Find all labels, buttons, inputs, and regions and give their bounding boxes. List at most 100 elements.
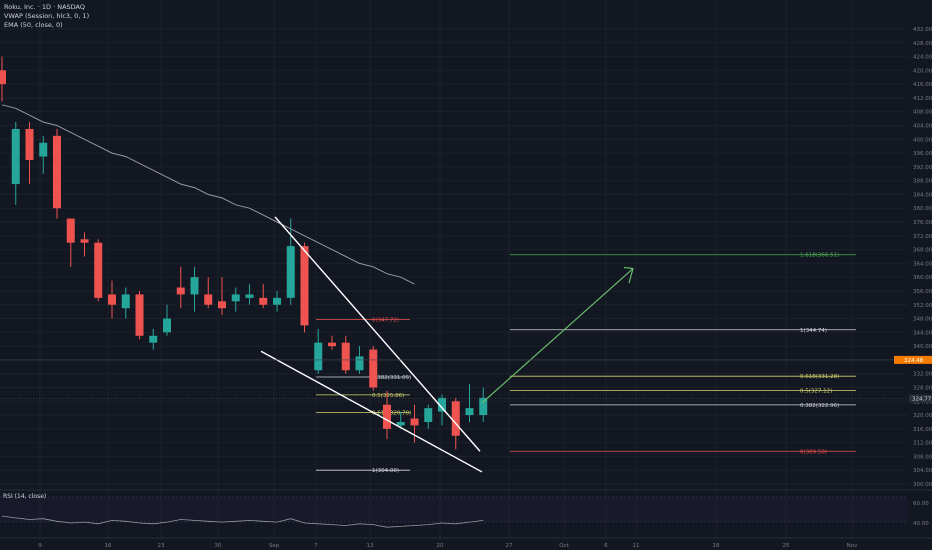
candle	[479, 387, 488, 422]
fib-left-label: 1(304.00)	[372, 468, 399, 474]
candle-body	[135, 294, 144, 336]
ema-line	[1, 104, 415, 285]
price-axis[interactable]: 432.00 428.00 424.00 420.00 416.00 412.00 408.…	[894, 0, 932, 538]
candle	[190, 266, 199, 312]
price-axis-bg	[908, 0, 932, 538]
candle	[259, 284, 268, 309]
candle-body	[245, 294, 254, 298]
candle	[218, 277, 226, 316]
price-tick-label: 360.00	[913, 275, 932, 281]
candle-body	[438, 397, 446, 412]
candles[interactable]	[0, 56, 488, 450]
orange-price-label: 324.48	[904, 358, 924, 364]
candle	[176, 266, 185, 309]
candle-body	[149, 335, 158, 343]
time-tick-label: 11	[633, 543, 640, 549]
time-tick-label: 6	[604, 543, 608, 549]
candle-body	[163, 318, 171, 333]
candle	[396, 411, 405, 429]
candle-body	[479, 397, 488, 416]
candle	[11, 122, 20, 205]
candle-body	[341, 342, 350, 371]
price-tick-label: 348.00	[913, 317, 932, 323]
fib-right-label: 1.618(366.51)	[800, 253, 839, 259]
time-tick-label: 9	[38, 543, 42, 549]
price-tick-label: 368.00	[913, 248, 932, 254]
candle	[135, 290, 144, 340]
chart-legend: Roku, Inc. · 1D · NASDAQ VWAP (Session, …	[4, 3, 89, 30]
candle	[94, 239, 103, 302]
price-tick-label: 372.00	[913, 234, 932, 240]
candle	[286, 218, 295, 305]
candle-body	[396, 421, 405, 426]
candle	[410, 404, 419, 443]
target-arrow-line	[481, 268, 634, 404]
candle-body	[11, 128, 20, 185]
fib-left-label: 0.382(331.05)	[372, 375, 411, 381]
candle-body	[231, 294, 240, 302]
candle-body	[410, 418, 419, 426]
price-tick-label: 416.00	[913, 82, 932, 88]
target-arrowhead	[623, 266, 634, 284]
rsi-pane[interactable]: RSI (14, close) 60.00 40.00	[0, 489, 932, 528]
price-tick-label: 396.00	[913, 151, 932, 157]
candle	[383, 390, 391, 440]
fib-right-label: 0.5(327.12)	[800, 389, 832, 395]
time-tick-label: 23	[158, 543, 165, 549]
candle	[25, 122, 34, 185]
candle-body	[25, 128, 34, 160]
price-tick-label: 308.00	[913, 454, 932, 460]
price-tick-label: 392.00	[913, 165, 932, 171]
price-tick-label: 424.00	[913, 55, 932, 61]
price-tick-label: 420.00	[913, 68, 932, 74]
candle-body	[66, 218, 75, 243]
candle	[369, 346, 378, 391]
candle	[121, 287, 130, 319]
rsi-tick-label: 40.00	[913, 521, 929, 527]
price-tick-label: 316.00	[913, 427, 932, 433]
fib-left-label: 0.5(325.86)	[372, 393, 404, 399]
time-axis[interactable]: 9 16 23 30 Sep 7 13 20 27 Oct 6 11 18 25 Nov	[0, 537, 932, 549]
candle-body	[369, 349, 378, 388]
symbol-title[interactable]: Roku, Inc. · 1D · NASDAQ	[4, 3, 86, 11]
price-tick-label: 356.00	[913, 289, 932, 295]
candle	[341, 335, 350, 374]
price-tick-label: 432.00	[913, 27, 932, 33]
price-tick-label: 320.00	[913, 413, 932, 419]
time-tick-label: 27	[506, 543, 513, 549]
time-tick-label: 20	[437, 543, 444, 549]
price-tick-label: 300.00	[913, 482, 932, 488]
candle	[108, 280, 116, 319]
price-tick-label: 388.00	[913, 179, 932, 185]
ema-indicator-label[interactable]: EMA (50, close, 0)	[4, 21, 63, 29]
candle-body	[383, 404, 391, 429]
price-tick-label: 328.00	[913, 385, 932, 391]
rsi-tick-label: 60.00	[913, 501, 929, 507]
candle-body	[286, 246, 295, 298]
candle-body	[53, 135, 61, 209]
price-tick-label: 412.00	[913, 96, 932, 102]
time-tick-label: Oct	[559, 543, 569, 549]
candle-body	[218, 301, 226, 309]
candle-body	[108, 294, 116, 305]
candle-body	[314, 342, 323, 371]
price-tick-label: 380.00	[913, 206, 932, 212]
vwap-indicator-label[interactable]: VWAP (Session, hlc3, 0, 1)	[4, 12, 90, 20]
candle-body	[451, 401, 460, 436]
price-tick-label: 400.00	[913, 137, 932, 143]
candle	[424, 404, 433, 429]
time-tick-label: Sep	[269, 543, 280, 549]
time-tick-label: 13	[367, 543, 374, 549]
candle-body	[121, 294, 130, 309]
price-tick-label: 384.00	[913, 192, 932, 198]
time-tick-label: 25	[783, 543, 790, 549]
candle-body	[39, 142, 48, 157]
candle-body	[80, 239, 89, 243]
fib-right-label: 0.618(331.28)	[800, 374, 839, 380]
price-tick-label: 340.00	[913, 344, 932, 350]
fib-right-label: 0.382(322.96)	[800, 403, 839, 409]
wedge-lower-line	[260, 350, 483, 473]
candle-body	[259, 297, 268, 305]
